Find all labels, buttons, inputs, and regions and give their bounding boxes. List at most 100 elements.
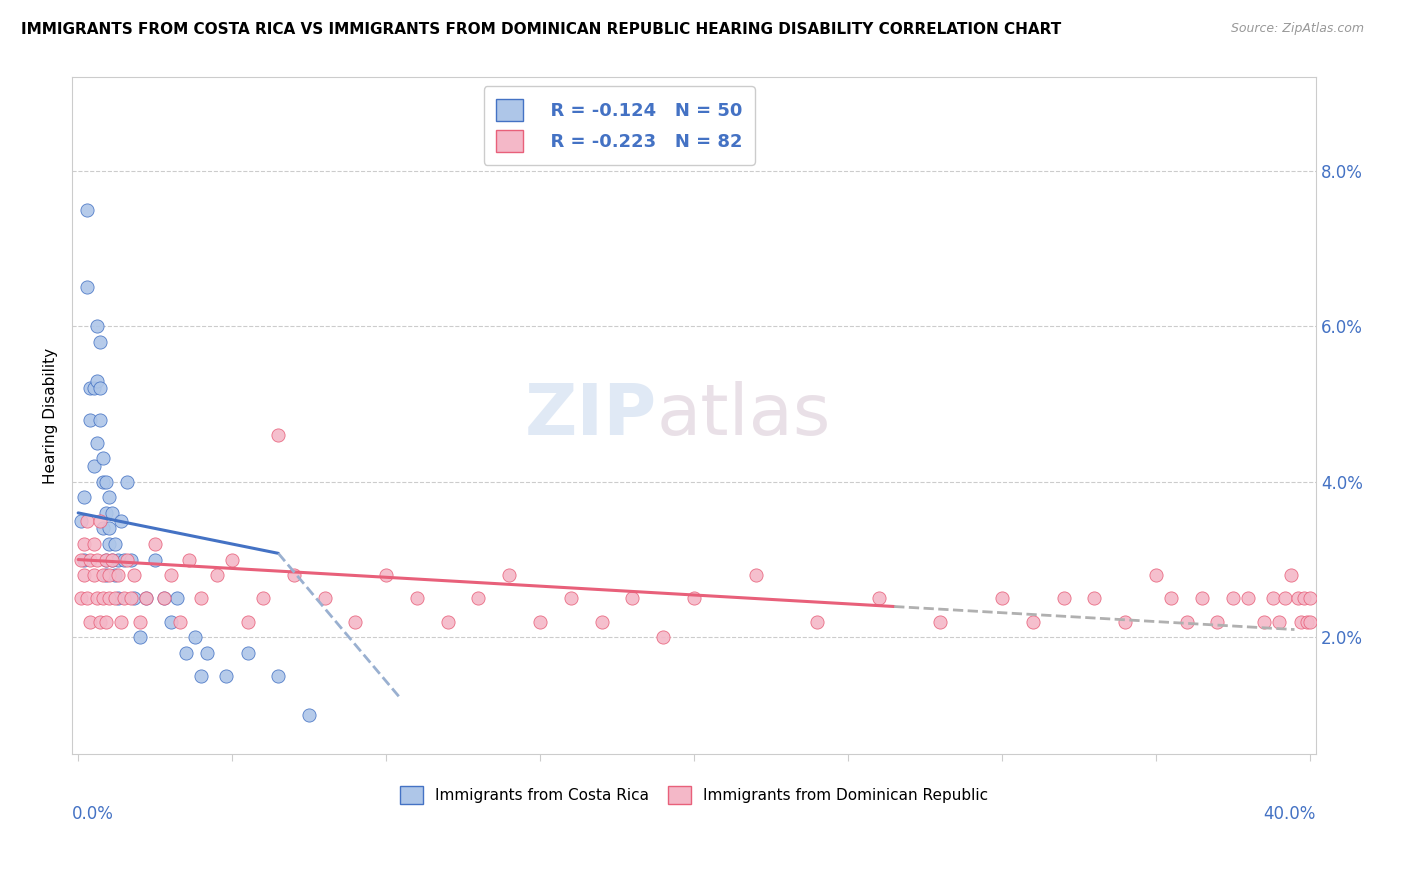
Point	[153, 591, 176, 606]
Point	[94, 615, 117, 629]
Text: 40.0%: 40.0%	[1264, 805, 1316, 822]
Point	[467, 591, 489, 606]
Point	[91, 475, 114, 489]
Point	[76, 202, 98, 217]
Point	[76, 514, 98, 528]
Point	[1237, 591, 1260, 606]
Point	[621, 591, 644, 606]
Text: ZIP: ZIP	[524, 381, 657, 450]
Point	[991, 591, 1014, 606]
Point	[79, 382, 101, 396]
Point	[89, 514, 111, 528]
Point	[70, 514, 93, 528]
Point	[83, 382, 105, 396]
Point	[91, 568, 114, 582]
Point	[215, 669, 238, 683]
Point	[143, 552, 166, 566]
Point	[135, 591, 157, 606]
Point	[236, 646, 259, 660]
Point	[86, 319, 108, 334]
Point	[1274, 591, 1296, 606]
Point	[73, 491, 96, 505]
Point	[128, 630, 150, 644]
Point	[1261, 591, 1284, 606]
Y-axis label: Hearing Disability: Hearing Disability	[44, 348, 58, 483]
Point	[184, 630, 207, 644]
Point	[267, 669, 290, 683]
Text: IMMIGRANTS FROM COSTA RICA VS IMMIGRANTS FROM DOMINICAN REPUBLIC HEARING DISABIL: IMMIGRANTS FROM COSTA RICA VS IMMIGRANTS…	[21, 22, 1062, 37]
Point	[83, 459, 105, 474]
Point	[101, 552, 124, 566]
Point	[344, 615, 367, 629]
Point	[1160, 591, 1182, 606]
Point	[94, 506, 117, 520]
Point	[91, 521, 114, 535]
Point	[94, 552, 117, 566]
Point	[89, 615, 111, 629]
Point	[1083, 591, 1105, 606]
Point	[104, 591, 127, 606]
Point	[1253, 615, 1275, 629]
Legend: Immigrants from Costa Rica, Immigrants from Dominican Republic: Immigrants from Costa Rica, Immigrants f…	[394, 780, 994, 811]
Point	[70, 552, 93, 566]
Point	[104, 537, 127, 551]
Point	[112, 552, 135, 566]
Point	[89, 412, 111, 426]
Point	[1268, 615, 1291, 629]
Point	[97, 591, 120, 606]
Point	[79, 552, 101, 566]
Point	[94, 568, 117, 582]
Point	[73, 552, 96, 566]
Point	[86, 436, 108, 450]
Point	[1144, 568, 1167, 582]
Point	[314, 591, 336, 606]
Point	[1292, 591, 1315, 606]
Point	[591, 615, 613, 629]
Point	[498, 568, 520, 582]
Point	[190, 669, 212, 683]
Point	[104, 568, 127, 582]
Point	[252, 591, 274, 606]
Point	[174, 646, 197, 660]
Point	[652, 630, 675, 644]
Point	[929, 615, 952, 629]
Point	[406, 591, 429, 606]
Point	[283, 568, 305, 582]
Point	[89, 382, 111, 396]
Point	[94, 475, 117, 489]
Point	[91, 451, 114, 466]
Point	[1295, 615, 1317, 629]
Point	[117, 475, 139, 489]
Point	[169, 615, 191, 629]
Point	[120, 591, 142, 606]
Point	[529, 615, 551, 629]
Point	[73, 537, 96, 551]
Point	[135, 591, 157, 606]
Point	[298, 708, 321, 723]
Point	[166, 591, 188, 606]
Point	[1299, 615, 1322, 629]
Point	[101, 506, 124, 520]
Point	[79, 412, 101, 426]
Point	[153, 591, 176, 606]
Point	[806, 615, 828, 629]
Point	[436, 615, 458, 629]
Point	[1175, 615, 1198, 629]
Point	[560, 591, 582, 606]
Point	[1222, 591, 1244, 606]
Point	[97, 491, 120, 505]
Point	[221, 552, 243, 566]
Point	[107, 591, 129, 606]
Point	[683, 591, 706, 606]
Point	[86, 552, 108, 566]
Point	[205, 568, 228, 582]
Point	[89, 334, 111, 349]
Point	[101, 552, 124, 566]
Point	[70, 591, 93, 606]
Point	[190, 591, 212, 606]
Point	[267, 428, 290, 442]
Point	[86, 374, 108, 388]
Point	[76, 591, 98, 606]
Point	[122, 568, 145, 582]
Text: atlas: atlas	[657, 381, 831, 450]
